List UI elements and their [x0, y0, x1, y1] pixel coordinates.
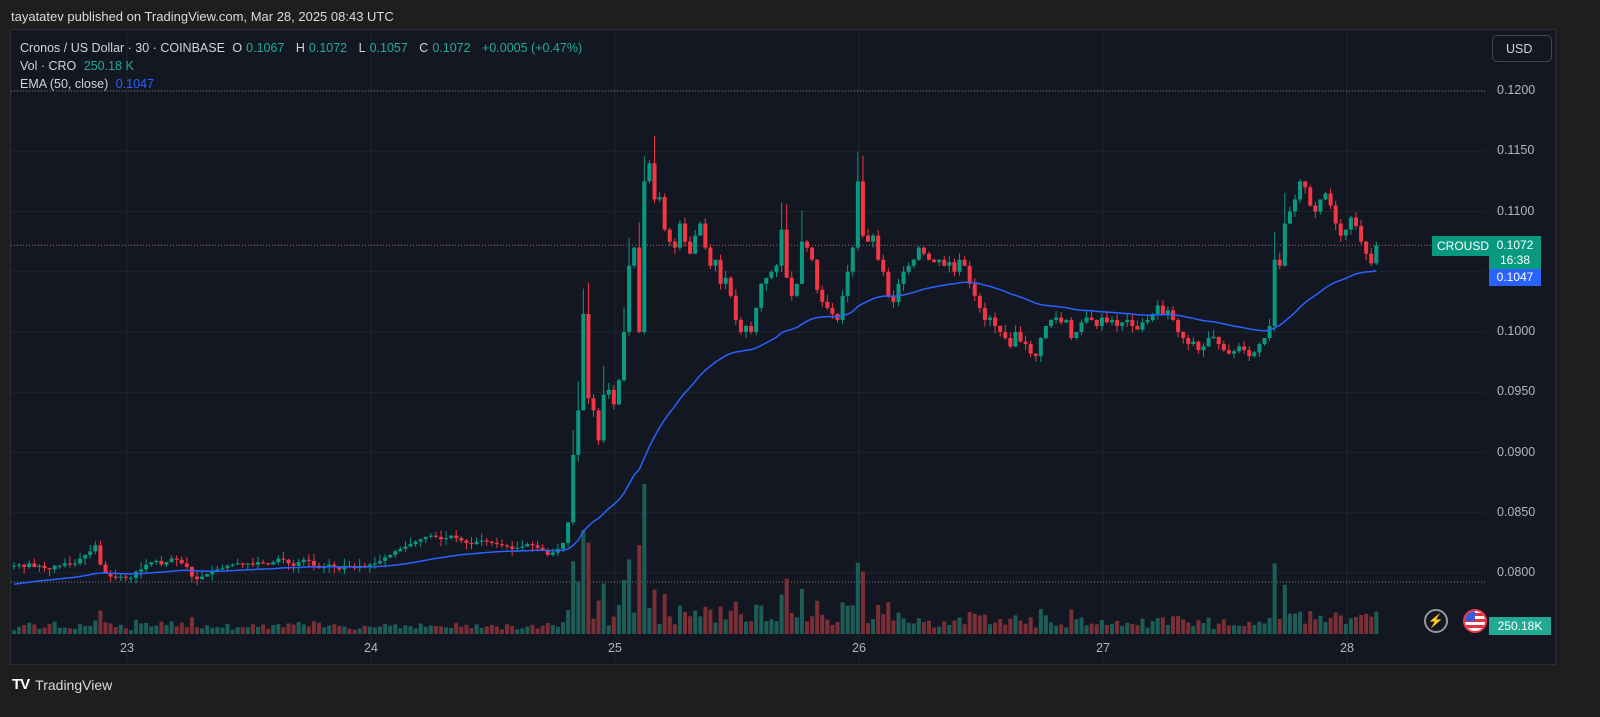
- price-tick: 0.1000: [1497, 324, 1536, 338]
- change-value: +0.0005 (+0.47%): [482, 41, 583, 55]
- price-tick: 0.0950: [1497, 384, 1536, 399]
- bar-countdown: 16:38: [1499, 253, 1531, 267]
- ema-label[interactable]: EMA (50, close): [20, 77, 109, 91]
- time-tick: 23: [120, 641, 134, 655]
- price-tick: 0.0800: [1497, 565, 1536, 579]
- chart-pane[interactable]: [10, 29, 1556, 665]
- open-label: O: [232, 41, 243, 55]
- low-value: 0.1057: [369, 41, 408, 55]
- us-flag-icon[interactable]: [1463, 609, 1487, 633]
- price-tick: 0.1200: [1497, 83, 1536, 97]
- volume-price-label: 250.18K: [1489, 617, 1551, 635]
- low-label: L: [358, 41, 366, 55]
- lightning-icon[interactable]: ⚡: [1424, 609, 1448, 633]
- tradingview-logo-icon[interactable]: TV: [12, 676, 30, 693]
- high-label: H: [295, 41, 305, 55]
- volume-label[interactable]: Vol · CRO: [20, 59, 77, 73]
- volume-value: 250.18 K: [83, 59, 134, 73]
- publisher-line: tayatatev published on TradingView.com, …: [11, 9, 394, 24]
- ohlc-line: Cronos / US Dollar · 30 · COINBASE O 0.10…: [20, 39, 586, 57]
- price-tick: 0.0900: [1497, 444, 1536, 459]
- ema-value: 0.1047: [115, 77, 154, 91]
- footer: TV TradingView: [12, 676, 112, 693]
- price-tick: 0.1100: [1497, 203, 1535, 218]
- close-label: C: [419, 41, 429, 55]
- chart-legend: Cronos / US Dollar · 30 · COINBASE O 0.10…: [20, 39, 586, 93]
- high-value: 0.1072: [308, 41, 348, 55]
- symbol-title[interactable]: Cronos / US Dollar · 30 · COINBASE: [20, 41, 225, 55]
- symbol-price-label: CROUSD: [1432, 236, 1495, 256]
- ema-line: EMA (50, close) 0.1047: [20, 75, 586, 93]
- time-tick: 24: [364, 641, 378, 655]
- time-tick: 28: [1340, 641, 1354, 655]
- currency-button[interactable]: USD: [1492, 35, 1552, 62]
- open-value: 0.1067: [246, 41, 285, 55]
- time-tick: 25: [608, 641, 622, 655]
- footer-brand[interactable]: TradingView: [35, 676, 113, 693]
- last-price-label: 0.1072 16:38: [1489, 236, 1541, 269]
- last-price: 0.1072: [1496, 238, 1534, 252]
- time-tick: 27: [1096, 641, 1110, 655]
- price-tick: 0.0850: [1497, 504, 1536, 519]
- volume-line: Vol · CRO 250.18 K: [20, 57, 586, 75]
- ema-price-label: 0.1047: [1489, 269, 1541, 286]
- close-value: 0.1072: [432, 41, 471, 55]
- price-tick: 0.1150: [1497, 143, 1535, 158]
- time-tick: 26: [852, 641, 866, 655]
